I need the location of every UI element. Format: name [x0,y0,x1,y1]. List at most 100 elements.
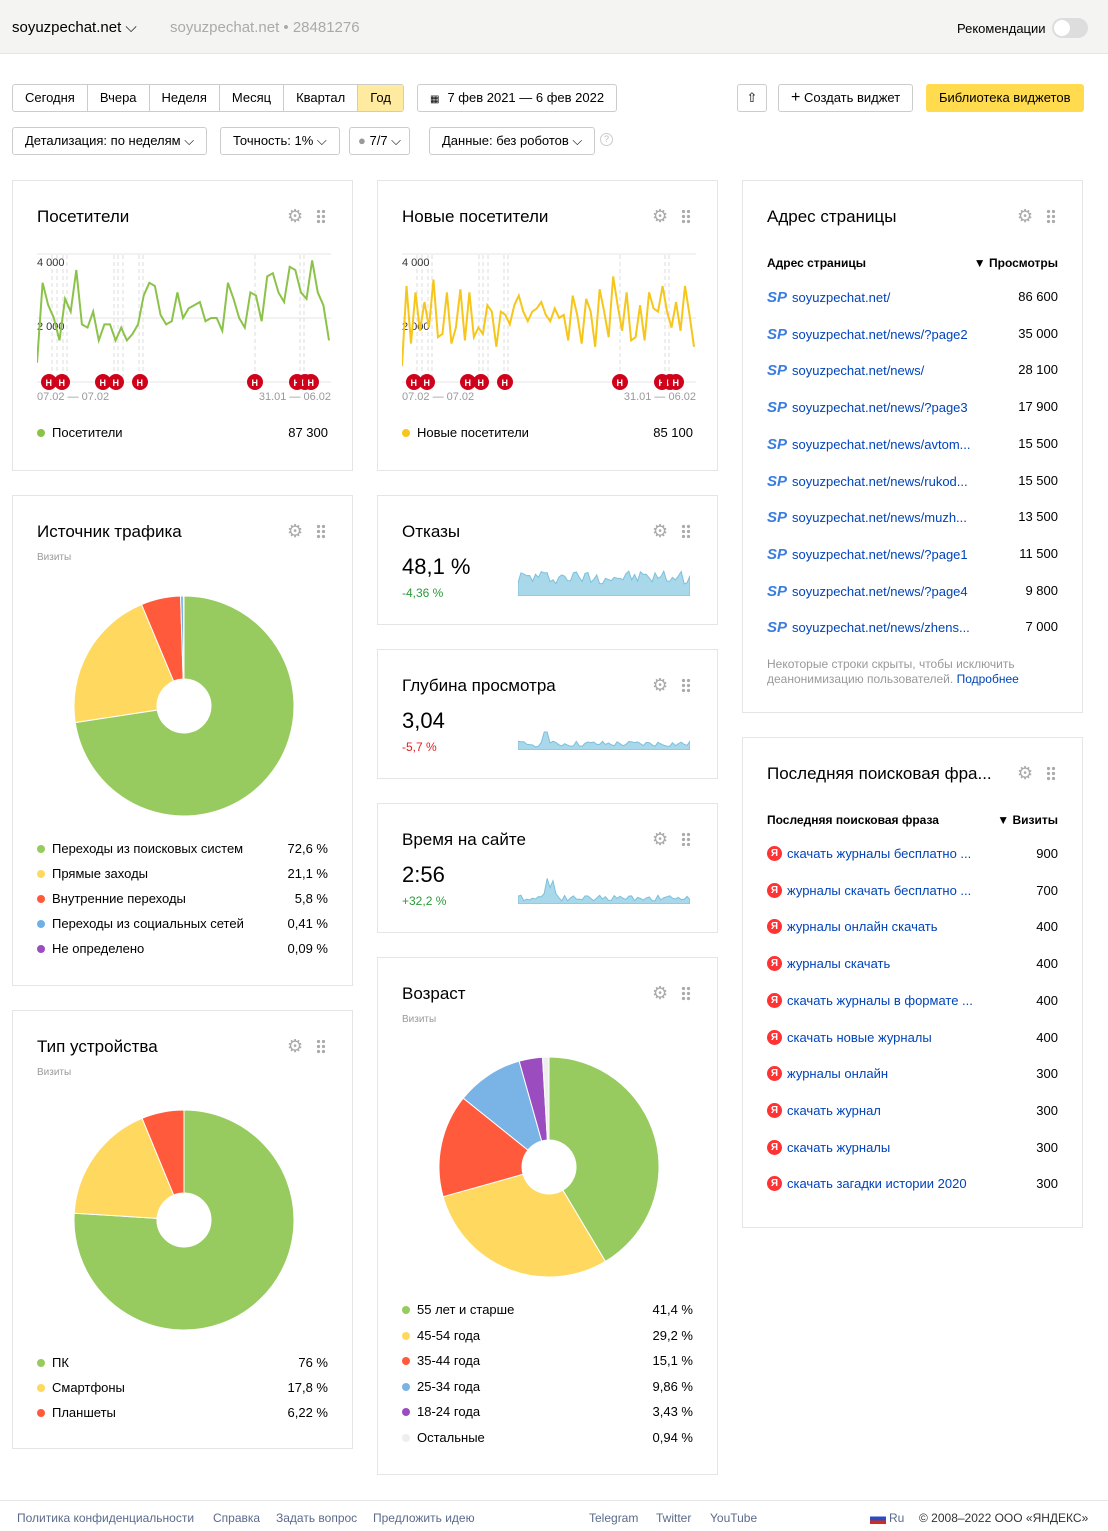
page-link[interactable]: SP soyuzpechat.net/ [767,289,890,306]
footer-link-youtube[interactable]: YouTube [710,1511,758,1525]
period-year[interactable]: Год [358,85,403,111]
gear-icon[interactable]: ⚙ [287,1036,304,1056]
pie-slice[interactable] [541,1056,550,1141]
page-link[interactable]: SP soyuzpechat.net/news/zhens... [767,619,970,636]
gear-icon[interactable]: ⚙ [652,206,669,226]
detail-dropdown[interactable]: Детализация: по неделям ⌵ [12,127,208,155]
footer-link-ask[interactable]: Задать вопрос [276,1511,358,1525]
legend-value: 0,41 % [287,916,328,931]
legend-row: Посетители 87 300 [37,425,328,440]
gear-icon[interactable]: ⚙ [652,829,669,849]
drag-handle-icon[interactable] [681,524,691,540]
gear-icon[interactable]: ⚙ [652,675,669,695]
page-link[interactable]: SP soyuzpechat.net/news/muzh... [767,509,967,526]
pie-slice[interactable] [73,1109,295,1331]
pie-slice[interactable] [73,603,175,724]
column-header-visits[interactable]: ▼ Визиты [997,813,1058,827]
period-quarter[interactable]: Квартал [284,85,359,111]
table-row: SP soyuzpechat.net/86 600 [767,289,1058,306]
create-widget-button[interactable]: + Создать виджет [778,84,914,112]
gear-icon[interactable]: ⚙ [1017,206,1034,226]
pie-slice[interactable] [438,1097,529,1198]
page-link[interactable]: SP soyuzpechat.net/news/avtom... [767,436,971,453]
footer-link-idea[interactable]: Предложить идею [373,1511,475,1525]
period-month[interactable]: Месяц [220,85,285,111]
drag-handle-icon[interactable] [681,986,691,1002]
holiday-marker-icon[interactable]: H [668,374,684,390]
x-tick-label: 07.02 — 07.02 [37,391,109,401]
drag-handle-icon[interactable] [681,209,691,225]
segments-dropdown[interactable]: ● 7/7 ⌵ [349,127,411,155]
gear-icon[interactable]: ⚙ [1017,763,1034,783]
pie-slice[interactable] [548,1056,660,1263]
recommendations-toggle[interactable] [1052,18,1088,38]
widget-library-button[interactable]: Библиотека виджетов [926,84,1084,112]
page-link[interactable]: SP soyuzpechat.net/news/ [767,362,924,379]
accuracy-dropdown[interactable]: Точность: 1% ⌵ [220,127,340,155]
gear-icon[interactable]: ⚙ [287,521,304,541]
holiday-marker-icon[interactable]: H [303,374,319,390]
language-switch[interactable]: Ru [889,1511,905,1525]
holiday-marker-icon[interactable]: H [473,374,489,390]
pie-slice[interactable] [141,1109,185,1196]
date-range-button[interactable]: ▦ 7 фев 2021 — 6 фев 2022 [417,84,618,112]
drag-handle-icon[interactable] [1046,766,1056,782]
table-row: SP soyuzpechat.net/news/?page2 35 000 [767,326,1058,343]
holiday-marker-icon[interactable]: H [612,374,628,390]
gear-icon[interactable]: ⚙ [287,206,304,226]
drag-handle-icon[interactable] [681,832,691,848]
column-header-views[interactable]: ▼ Просмотры [973,256,1058,270]
period-week[interactable]: Неделя [150,85,220,111]
legend-row: Остальные 0,94 % [402,1430,693,1445]
holiday-marker-icon[interactable]: H [406,374,422,390]
pie-slice[interactable] [74,595,295,817]
page-link[interactable]: SP soyuzpechat.net/news/?page3 [767,399,968,416]
period-yesterday[interactable]: Вчера [88,85,150,111]
drag-handle-icon[interactable] [681,678,691,694]
page-link[interactable]: SP soyuzpechat.net/news/?page4 [767,583,968,600]
holiday-marker-icon[interactable]: H [460,374,476,390]
footer-link-privacy[interactable]: Политика конфиденциальности [17,1511,195,1525]
pie-slice[interactable] [73,1117,175,1219]
y-tick-label: 4 000 [402,257,430,269]
footer-link-telegram[interactable]: Telegram [589,1511,639,1525]
more-link[interactable]: Подробнее [956,672,1019,686]
holiday-marker-icon[interactable]: H [419,374,435,390]
share-button[interactable]: ⇧ [737,84,767,112]
pie-slice[interactable] [442,1173,607,1278]
page-link[interactable]: SP soyuzpechat.net/news/?page2 [767,326,968,343]
holiday-marker-icon[interactable]: H [41,374,57,390]
drag-handle-icon[interactable] [316,209,326,225]
gear-icon[interactable]: ⚙ [652,521,669,541]
page-link[interactable]: SP soyuzpechat.net/news/?page1 [767,546,968,563]
pie-slice[interactable] [182,595,185,680]
holiday-marker-icon[interactable]: H [95,374,111,390]
period-today[interactable]: Сегодня [13,85,88,111]
drag-handle-icon[interactable] [1046,209,1056,225]
drag-handle-icon[interactable] [316,1039,326,1055]
page-link[interactable]: SP soyuzpechat.net/news/rukod... [767,473,968,490]
data-dropdown[interactable]: Данные: без роботов ⌵ [429,127,596,155]
holiday-marker-icon[interactable]: H [132,374,148,390]
holiday-marker-icon[interactable]: H [108,374,124,390]
footer-link-help[interactable]: Справка [213,1511,261,1525]
help-icon[interactable]: ? [600,133,613,146]
site-selector[interactable]: soyuzpechat.net ⌵ [12,19,137,36]
gear-icon[interactable]: ⚙ [652,983,669,1003]
drag-handle-icon[interactable] [316,524,326,540]
page-url: soyuzpechat.net/ [792,290,891,305]
holiday-marker-icon[interactable]: H [247,374,263,390]
holiday-marker-icon[interactable]: H [497,374,513,390]
holiday-marker-icon[interactable]: H [54,374,70,390]
footer-link-twitter[interactable]: Twitter [656,1511,692,1525]
